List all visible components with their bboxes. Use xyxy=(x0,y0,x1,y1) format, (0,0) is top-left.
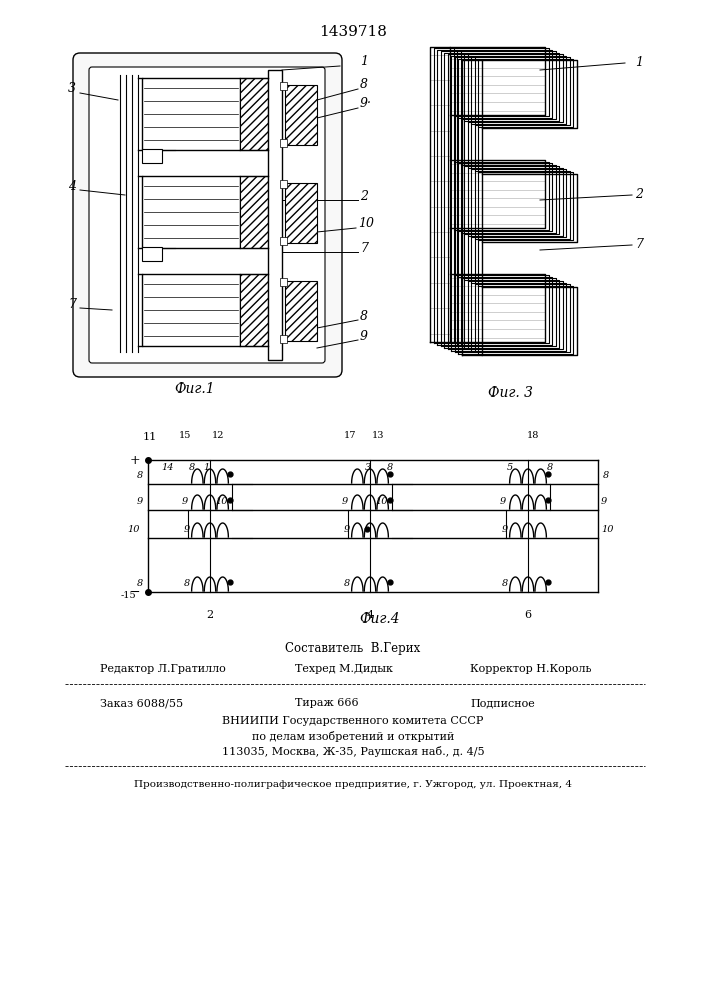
Text: 10: 10 xyxy=(215,496,228,506)
Bar xyxy=(142,274,240,346)
Text: 7: 7 xyxy=(360,242,368,255)
Text: 15: 15 xyxy=(179,431,191,440)
Bar xyxy=(268,70,282,360)
Text: 17: 17 xyxy=(344,431,356,440)
Text: 8: 8 xyxy=(184,578,190,587)
Text: 9: 9 xyxy=(500,496,506,506)
Text: 9: 9 xyxy=(360,330,368,343)
Bar xyxy=(240,78,268,150)
Text: 9: 9 xyxy=(182,496,188,506)
Text: Фиг.4: Фиг.4 xyxy=(360,612,400,626)
Text: по делам изобретений и открытий: по делам изобретений и открытий xyxy=(252,731,454,742)
Bar xyxy=(285,183,317,243)
Text: 10: 10 xyxy=(601,524,614,534)
Text: 11: 11 xyxy=(143,432,157,442)
Bar xyxy=(285,85,317,145)
Text: 7: 7 xyxy=(635,238,643,251)
Bar xyxy=(285,281,317,341)
Text: 2: 2 xyxy=(635,188,643,202)
Text: 113035, Москва, Ж-35, Раушская наб., д. 4/5: 113035, Москва, Ж-35, Раушская наб., д. … xyxy=(222,746,484,757)
Text: 10: 10 xyxy=(375,496,387,506)
Text: 9: 9 xyxy=(136,496,143,506)
FancyBboxPatch shape xyxy=(73,53,342,377)
Text: 8: 8 xyxy=(189,464,195,473)
Text: 13: 13 xyxy=(372,431,384,440)
Text: Корректор Н.Король: Корректор Н.Король xyxy=(470,664,592,674)
Text: 2: 2 xyxy=(360,190,368,203)
Bar xyxy=(280,335,287,343)
Bar xyxy=(142,78,240,150)
Bar xyxy=(280,237,287,245)
Text: Заказ 6088/55: Заказ 6088/55 xyxy=(100,698,183,708)
Bar xyxy=(280,180,287,188)
Text: 5: 5 xyxy=(507,464,513,473)
Text: Подписное: Подписное xyxy=(470,698,534,708)
Text: 8: 8 xyxy=(502,578,508,587)
FancyBboxPatch shape xyxy=(89,67,325,363)
Text: 8: 8 xyxy=(547,464,553,473)
Bar xyxy=(142,149,162,163)
Text: 14: 14 xyxy=(162,464,174,473)
Text: 12: 12 xyxy=(212,431,224,440)
Text: Составитель  В.Герих: Составитель В.Герих xyxy=(286,642,421,655)
Text: 9: 9 xyxy=(341,496,348,506)
Text: 9: 9 xyxy=(601,496,607,506)
Bar xyxy=(142,247,162,261)
Text: 1: 1 xyxy=(203,464,209,473)
Text: 3: 3 xyxy=(68,82,76,95)
Text: Фиг.1: Фиг.1 xyxy=(175,382,216,396)
Text: 1: 1 xyxy=(635,55,643,68)
Text: ВНИИПИ Государственного комитета СССР: ВНИИПИ Государственного комитета СССР xyxy=(222,716,484,726)
Text: 10: 10 xyxy=(127,524,140,534)
Text: 9: 9 xyxy=(344,524,350,534)
Text: 8: 8 xyxy=(136,578,143,587)
Bar xyxy=(280,82,287,90)
Text: 9·: 9· xyxy=(360,97,372,110)
Text: Фиг. 3: Фиг. 3 xyxy=(488,386,532,400)
Text: 8: 8 xyxy=(387,464,393,473)
Text: Редактор Л.Гратилло: Редактор Л.Гратилло xyxy=(100,664,226,674)
Bar xyxy=(142,176,240,248)
Text: 8: 8 xyxy=(136,471,143,480)
Text: 9: 9 xyxy=(502,524,508,534)
Text: 1439718: 1439718 xyxy=(319,25,387,39)
Text: 18: 18 xyxy=(527,431,539,440)
Text: −: − xyxy=(129,585,140,598)
Text: 1: 1 xyxy=(360,55,368,68)
Text: Тираж 666: Тираж 666 xyxy=(295,698,358,708)
Bar xyxy=(240,176,268,248)
Text: Производственно-полиграфическое предприятие, г. Ужгород, ул. Проектная, 4: Производственно-полиграфическое предприя… xyxy=(134,780,572,789)
Text: -15: -15 xyxy=(120,590,136,599)
Bar xyxy=(240,274,268,346)
Bar xyxy=(280,278,287,286)
Text: 6: 6 xyxy=(525,610,532,620)
Text: 8: 8 xyxy=(603,471,609,480)
Text: +: + xyxy=(129,454,140,466)
Text: 8: 8 xyxy=(344,578,350,587)
Text: 10: 10 xyxy=(358,217,374,230)
Text: Техред М.Дидык: Техред М.Дидык xyxy=(295,664,393,674)
Bar xyxy=(280,139,287,147)
Text: 4: 4 xyxy=(68,180,76,193)
Text: 2: 2 xyxy=(206,610,214,620)
Text: 7: 7 xyxy=(68,298,76,311)
Text: 4: 4 xyxy=(366,610,373,620)
Text: 8: 8 xyxy=(360,78,368,91)
Text: 8: 8 xyxy=(360,310,368,323)
Text: 3: 3 xyxy=(365,464,371,473)
Text: 9: 9 xyxy=(184,524,190,534)
